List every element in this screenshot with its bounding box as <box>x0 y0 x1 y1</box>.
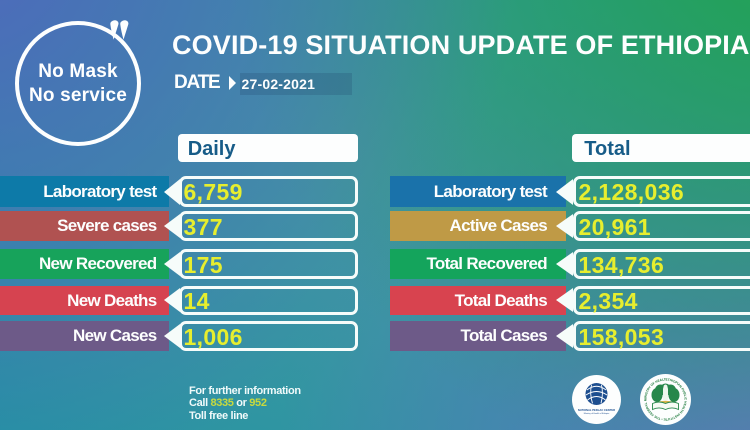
svg-text:NATIONAL PEDLAC CENTER: NATIONAL PEDLAC CENTER <box>577 408 614 412</box>
svg-text:Ministry of Health of Ethiopia: Ministry of Health of Ethiopia <box>583 412 609 415</box>
